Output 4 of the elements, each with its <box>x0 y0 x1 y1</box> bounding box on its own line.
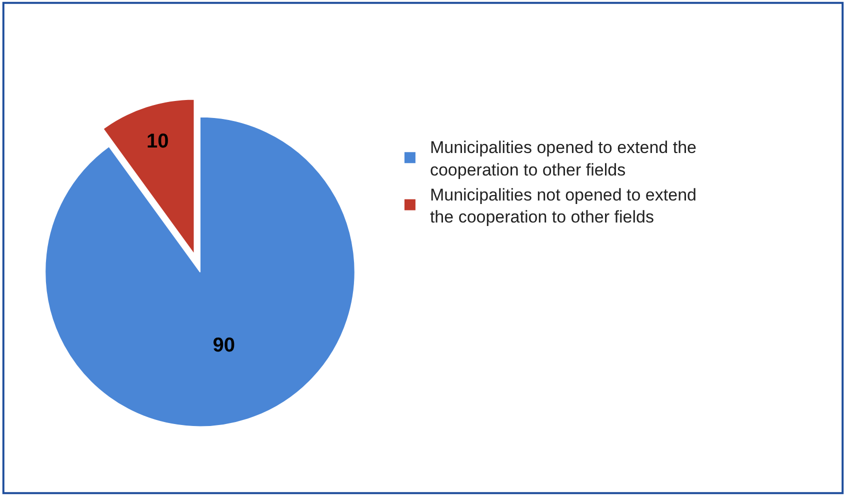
data-label: 10 <box>146 130 169 153</box>
legend-label: Municipalities not opened to extend the cooperation to other fields <box>430 185 696 226</box>
data-label: 90 <box>212 334 236 356</box>
legend-label: Municipalities opened to extend the cooperation to other fields <box>430 138 696 180</box>
